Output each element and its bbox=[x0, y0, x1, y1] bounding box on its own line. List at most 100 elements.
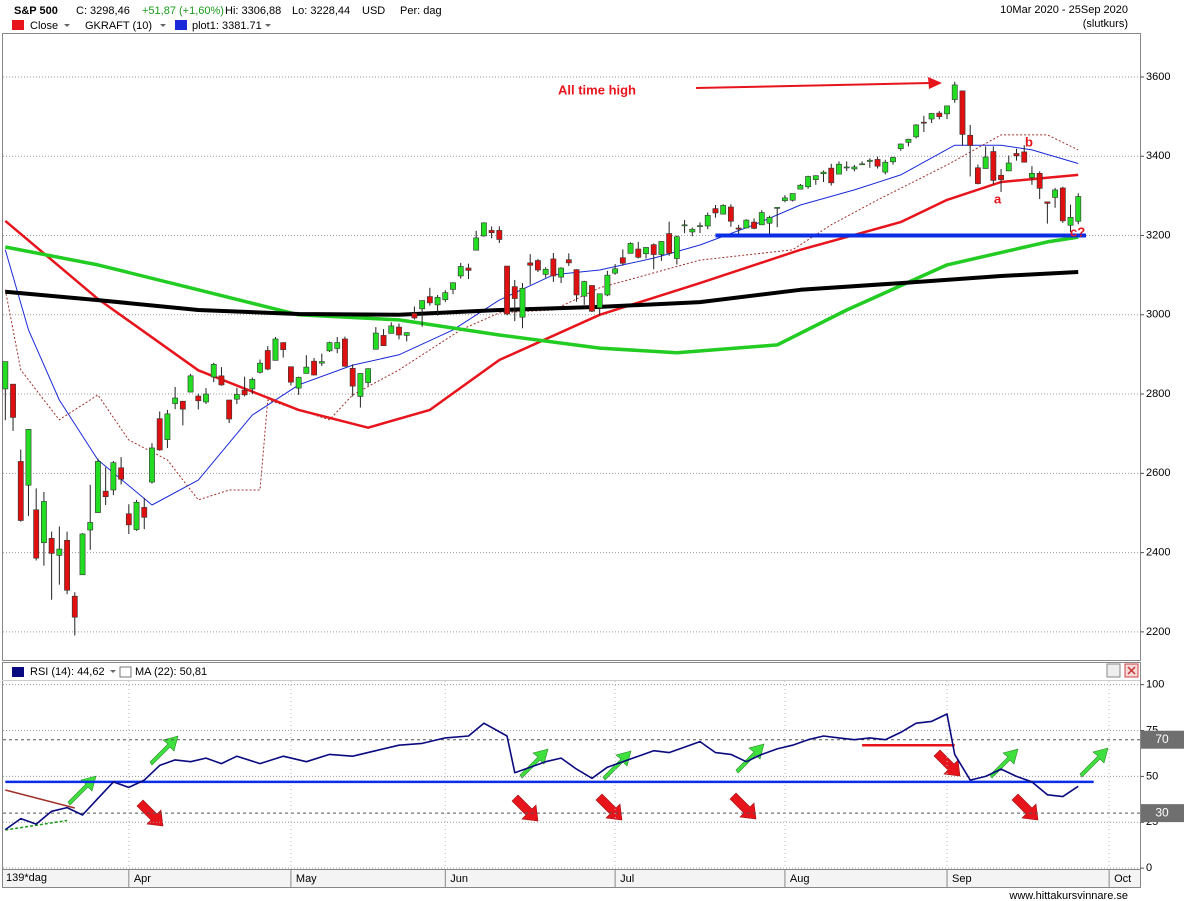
legend-label[interactable]: MA (22): 50,81 bbox=[135, 666, 207, 678]
candle-body bbox=[913, 124, 920, 138]
candle-body bbox=[673, 236, 680, 259]
level-label: 70 bbox=[1155, 732, 1169, 746]
y-tick-label: 0 bbox=[1146, 862, 1152, 874]
candle-body bbox=[149, 447, 155, 483]
candle-body bbox=[450, 282, 456, 290]
candle-body bbox=[48, 538, 55, 554]
info-close: C: 3298,46 bbox=[76, 5, 130, 17]
candle-body bbox=[704, 215, 711, 227]
x-tick-label: May bbox=[296, 873, 317, 885]
candle-body bbox=[998, 174, 1004, 180]
candle-body bbox=[496, 230, 503, 240]
candle-body bbox=[33, 509, 40, 559]
pointer-head bbox=[928, 77, 942, 89]
x-tick-label: Oct bbox=[1114, 873, 1131, 885]
candle-body bbox=[897, 143, 904, 150]
candle-body bbox=[288, 366, 294, 383]
candle-body bbox=[959, 90, 966, 135]
pointer-line bbox=[695, 82, 931, 89]
candle-body bbox=[604, 274, 611, 296]
legend-label[interactable]: GKRAFT (10) bbox=[85, 20, 152, 32]
candle-body bbox=[519, 287, 526, 318]
chart-title: S&P 500 bbox=[14, 5, 58, 17]
candle-body bbox=[805, 176, 811, 188]
candle-body bbox=[264, 350, 271, 370]
level-box bbox=[1141, 730, 1184, 749]
y-tick-label: 2600 bbox=[1146, 467, 1170, 479]
candle-body bbox=[1013, 153, 1020, 157]
candle-body bbox=[187, 375, 194, 393]
candle-body bbox=[156, 418, 163, 451]
y-tick-label: 3000 bbox=[1146, 309, 1170, 321]
candle-body bbox=[697, 225, 703, 227]
candle-body bbox=[735, 227, 742, 230]
candle-body bbox=[944, 105, 950, 115]
legend-swatch bbox=[175, 20, 187, 30]
indicator-line bbox=[4, 144, 1079, 506]
candle-body bbox=[233, 394, 240, 400]
dropdown-caret[interactable] bbox=[160, 24, 166, 27]
candle-body bbox=[712, 208, 719, 214]
legend-label[interactable]: plot1: 3381.71 bbox=[192, 20, 262, 32]
price-basis: (slutkurs) bbox=[1083, 18, 1128, 30]
candle-body bbox=[890, 157, 896, 163]
candle-body bbox=[589, 285, 595, 312]
period-count: 139*dag bbox=[6, 872, 47, 884]
x-tick-label: Jul bbox=[620, 873, 634, 885]
candle-body bbox=[658, 241, 665, 255]
candle-body bbox=[272, 338, 279, 361]
annotation-arrows bbox=[67, 77, 1109, 827]
zoom-button[interactable] bbox=[1106, 663, 1121, 678]
annotation: All time high bbox=[558, 82, 636, 97]
candle-body bbox=[457, 266, 464, 277]
down-arrow bbox=[511, 794, 539, 822]
candle-body bbox=[797, 184, 804, 190]
candle-body bbox=[380, 335, 387, 347]
candle-body bbox=[179, 400, 186, 410]
candle-body bbox=[357, 373, 364, 397]
candle-body bbox=[326, 342, 333, 352]
candle-body bbox=[550, 258, 557, 277]
candle-body bbox=[766, 216, 773, 224]
dropdown-caret[interactable] bbox=[110, 670, 116, 673]
candle-body bbox=[751, 221, 757, 229]
candle-body bbox=[226, 399, 233, 420]
info-high: Hi: 3306,88 bbox=[225, 5, 281, 17]
candle-body bbox=[511, 286, 518, 299]
candle-body bbox=[573, 269, 580, 296]
legend-label[interactable]: RSI (14): 44,62 bbox=[30, 666, 105, 678]
candle-body bbox=[25, 429, 32, 486]
candle-body bbox=[2, 361, 9, 390]
candle-body bbox=[936, 112, 943, 117]
candle-body bbox=[758, 212, 765, 226]
candle-body bbox=[627, 243, 634, 254]
candle-body bbox=[535, 260, 541, 271]
trend-line bbox=[5, 819, 68, 831]
candle-body bbox=[280, 342, 287, 350]
candle-body bbox=[542, 268, 549, 275]
y-tick-label: 2800 bbox=[1146, 388, 1170, 400]
x-tick-label: Aug bbox=[790, 873, 810, 885]
dropdown-caret[interactable] bbox=[64, 24, 70, 27]
candle-body bbox=[990, 151, 997, 181]
candle-body bbox=[836, 163, 842, 175]
candle-body bbox=[64, 540, 70, 591]
y-tick-label: 50 bbox=[1146, 770, 1158, 782]
annotation: b bbox=[1025, 134, 1033, 149]
candle-body bbox=[365, 368, 372, 383]
candle-body bbox=[349, 367, 356, 387]
dropdown-caret[interactable] bbox=[265, 24, 271, 27]
candle-body bbox=[666, 233, 673, 254]
candle-body bbox=[372, 332, 379, 350]
candle-body bbox=[342, 338, 348, 367]
annotation: c? bbox=[1070, 224, 1085, 239]
candle-body bbox=[920, 121, 927, 124]
candle-body bbox=[102, 490, 109, 498]
candle-body bbox=[789, 193, 796, 201]
candle-body bbox=[10, 383, 16, 418]
legend-label[interactable]: Close bbox=[30, 20, 58, 32]
candle-body bbox=[1075, 196, 1082, 222]
source: www.hittakursvinnare.se bbox=[1008, 890, 1128, 901]
price-panel bbox=[2, 33, 1141, 661]
x-axis-bar bbox=[2, 869, 1141, 888]
